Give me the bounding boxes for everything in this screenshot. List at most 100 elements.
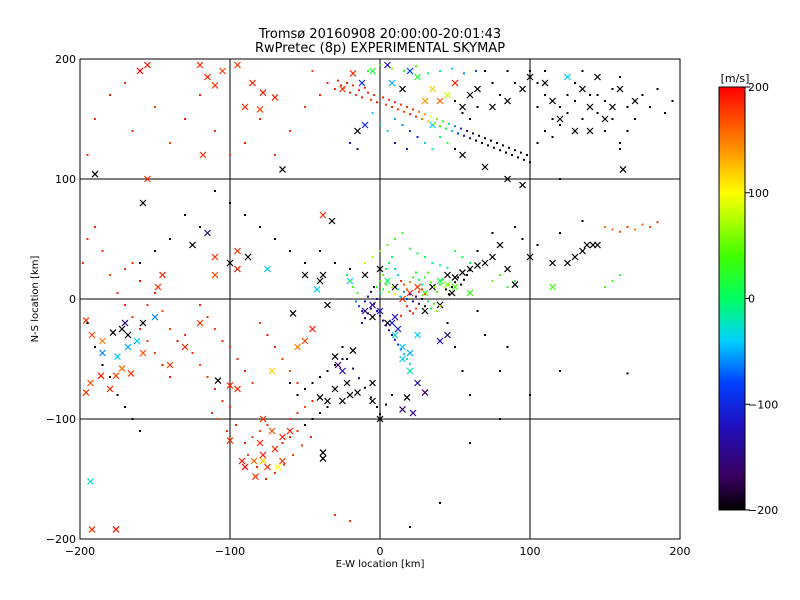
data-point-dot [214, 328, 216, 330]
data-point-dot [421, 288, 423, 291]
data-point-dot [259, 322, 261, 324]
data-point-cross [504, 97, 511, 105]
data-point-cross [511, 281, 519, 289]
data-point-dot [364, 317, 366, 320]
data-point-cross [250, 457, 258, 465]
data-point-dot [394, 118, 396, 120]
data-point-dot [259, 226, 261, 228]
data-point-dot [451, 130, 453, 132]
data-point-cross [496, 241, 504, 249]
data-point-dot [445, 127, 447, 130]
data-point-cross [444, 331, 451, 339]
data-point-dot [415, 271, 417, 274]
data-point-dot [352, 367, 354, 370]
data-point-cross [343, 379, 351, 387]
data-point-cross [549, 283, 556, 291]
data-point-dot [176, 340, 179, 342]
data-point-dot [436, 290, 438, 293]
data-point-dot [385, 268, 387, 270]
data-point-dot [376, 406, 378, 408]
data-point-dot [386, 244, 389, 246]
data-point-cross [211, 271, 219, 279]
colorbar-tick-label: 0 [748, 293, 755, 306]
data-point-dot [400, 103, 402, 106]
data-point-dot [454, 250, 456, 252]
data-point-dot [379, 124, 381, 126]
data-point-dot [391, 286, 393, 288]
data-point-dot [514, 82, 516, 84]
data-point-dot [124, 304, 126, 306]
data-point-dot [349, 520, 351, 522]
data-point-dot [292, 454, 294, 456]
data-point-cross [429, 85, 436, 93]
y-tick-label: 0 [69, 293, 76, 306]
y-tick-label: −100 [46, 413, 76, 426]
data-point-dot [394, 338, 396, 341]
data-point-cross [414, 331, 421, 339]
data-point-cross [504, 175, 511, 183]
data-point-dot [412, 300, 414, 303]
data-point-dot [370, 98, 372, 101]
data-point-cross [436, 97, 444, 105]
data-point-dot [508, 146, 510, 149]
data-point-dot [415, 65, 417, 68]
data-point-cross [196, 61, 204, 69]
data-point-dot [211, 412, 213, 414]
data-point-dot [388, 98, 390, 101]
data-point-cross [301, 271, 309, 279]
data-point-dot [418, 110, 420, 113]
data-point-dot [334, 364, 336, 366]
data-point-dot [236, 358, 239, 360]
data-point-cross [319, 449, 327, 457]
data-point-cross [601, 115, 609, 123]
data-point-dot [86, 154, 89, 156]
data-point-dot [559, 178, 561, 180]
data-point-cross [264, 463, 271, 471]
data-point-dot [481, 142, 483, 144]
data-point-dot [451, 67, 453, 70]
data-point-dot [154, 250, 156, 252]
data-point-cross [87, 477, 94, 485]
data-point-dot [364, 262, 366, 264]
data-point-dot [274, 238, 276, 240]
data-point-cross [268, 367, 276, 375]
data-point-dot [439, 136, 441, 138]
data-point-dot [418, 278, 420, 281]
data-point-dot [382, 274, 384, 276]
data-point-cross [369, 67, 376, 75]
data-point-dot [259, 430, 261, 432]
y-tick-label: −200 [46, 533, 76, 546]
data-point-dot [415, 115, 417, 118]
data-point-cross [241, 103, 249, 111]
data-point-cross [403, 393, 411, 401]
data-point-dot [379, 314, 381, 317]
data-point-dot [397, 108, 399, 111]
data-point-dot [514, 149, 516, 152]
data-point-dot [235, 424, 237, 426]
data-point-cross [466, 91, 474, 99]
data-point-dot [466, 274, 468, 276]
data-point-cross [564, 73, 571, 81]
data-point-dot [256, 466, 258, 468]
data-point-cross [394, 325, 402, 333]
data-point-dot [454, 281, 456, 284]
data-point-cross [214, 377, 222, 385]
data-point-cross [256, 105, 264, 113]
data-point-dot [596, 112, 599, 114]
data-point-cross [384, 61, 391, 69]
data-point-dot [430, 281, 432, 284]
data-point-dot [343, 86, 345, 89]
data-point-dot [199, 364, 201, 366]
data-point-dot [394, 101, 396, 104]
data-point-dot [536, 106, 539, 108]
data-point-dot [154, 292, 156, 294]
data-point-dot [406, 288, 408, 291]
data-point-dot [131, 262, 134, 264]
data-point-dot [370, 290, 372, 293]
data-point-dot [403, 110, 405, 113]
data-point-dot [385, 103, 387, 106]
data-point-dot [206, 376, 209, 378]
data-point-dot [214, 130, 216, 132]
data-point-dot [448, 122, 450, 125]
data-point-dot [394, 268, 396, 270]
